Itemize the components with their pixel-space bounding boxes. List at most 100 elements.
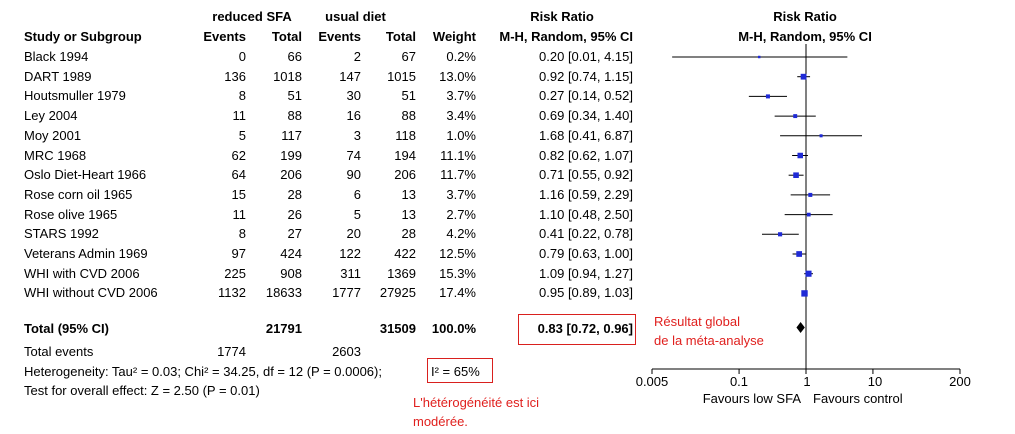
total2-cell: 67: [401, 49, 416, 64]
weight-cell: 11.1%: [440, 148, 476, 163]
total1-cell: 18633: [265, 285, 302, 300]
total-label: Total (95% CI): [24, 321, 109, 336]
total1-cell: 117: [281, 128, 302, 143]
total-ci-highlight: [518, 314, 636, 345]
weight-cell: 4.2%: [446, 226, 476, 241]
rr-ci-cell: 1.10 [0.48, 2.50]: [539, 207, 633, 222]
favours-left-label: Favours low SFA: [702, 391, 801, 406]
rr-ci-cell: 0.69 [0.34, 1.40]: [539, 108, 633, 123]
point-marker: [819, 134, 823, 138]
total2-cell: 206: [394, 167, 416, 182]
total1-cell: 66: [287, 49, 302, 64]
i2-value: I² = 65%: [431, 364, 480, 379]
events1-cell: 0: [238, 49, 246, 64]
point-marker: [757, 55, 761, 59]
total1-cell: 206: [280, 167, 302, 182]
point-marker: [805, 270, 812, 277]
col-rr: M-H, Random, 95% CI: [499, 29, 633, 44]
events1-cell: 15: [231, 187, 246, 202]
weight-cell: 3.7%: [446, 187, 476, 202]
group1-header: reduced SFA: [212, 9, 292, 24]
plot-title: Risk Ratio: [773, 9, 837, 24]
overall-effect: Test for overall effect: Z = 2.50 (P = 0…: [24, 383, 260, 398]
events2-cell: 1777: [332, 285, 361, 300]
tick-label-1: 1: [803, 374, 811, 389]
total2-cell: 194: [394, 148, 416, 163]
col-events2: Events: [318, 29, 361, 44]
total1-cell: 199: [280, 148, 302, 163]
events2-cell: 74: [346, 148, 361, 163]
rr-ci-cell: 0.27 [0.14, 0.52]: [539, 88, 633, 103]
total-events-label: Total events: [24, 344, 94, 359]
col-plot: M-H, Random, 95% CI: [738, 29, 872, 44]
events2-cell: 311: [340, 266, 361, 281]
total-t1: 21791: [265, 321, 302, 336]
point-marker: [800, 73, 807, 80]
total1-cell: 424: [280, 246, 302, 261]
point-marker: [793, 114, 798, 119]
weight-cell: 2.7%: [446, 207, 476, 222]
rr-title: Risk Ratio: [530, 9, 594, 24]
total1-cell: 28: [287, 187, 302, 202]
study-name: Oslo Diet-Heart 1966: [24, 167, 147, 182]
total1-cell: 26: [287, 207, 302, 222]
point-marker: [793, 172, 799, 178]
col-total2: Total: [385, 29, 416, 44]
weight-cell: 12.5%: [439, 246, 476, 261]
events1-cell: 8: [238, 88, 246, 103]
favours-right-label: Favours control: [813, 391, 903, 406]
events2-cell: 147: [339, 69, 361, 84]
total-t2: 31509: [379, 321, 416, 336]
rr-ci-cell: 0.41 [0.22, 0.78]: [539, 226, 633, 241]
study-name: WHI with CVD 2006: [24, 266, 140, 281]
point-marker: [797, 152, 803, 159]
weight-cell: 13.0%: [439, 69, 476, 84]
study-name: Ley 2004: [24, 108, 78, 123]
col-study: Study or Subgroup: [24, 29, 142, 44]
total-events-e1: 1774: [217, 344, 246, 359]
rr-ci-cell: 0.79 [0.63, 1.00]: [539, 246, 633, 261]
total-events-e2: 2603: [332, 344, 361, 359]
total1-cell: 908: [280, 266, 302, 281]
rr-ci-cell: 1.09 [0.94, 1.27]: [539, 266, 633, 281]
tick-label-10: 10: [867, 374, 883, 389]
col-total1: Total: [271, 29, 302, 44]
tick-label-0.005: 0.005: [635, 374, 669, 389]
i2-highlight: [427, 358, 493, 383]
total2-cell: 118: [395, 128, 416, 143]
study-name: Moy 2001: [24, 128, 82, 143]
total2-cell: 1369: [387, 266, 416, 281]
rr-ci-cell: 0.20 [0.01, 4.15]: [539, 49, 633, 64]
events1-cell: 225: [224, 266, 246, 281]
group2-header: usual diet: [325, 9, 386, 24]
weight-cell: 17.4%: [439, 285, 476, 300]
annotation-hetero-line2: modérée.: [413, 414, 468, 429]
events1-cell: 1132: [218, 285, 246, 300]
point-marker: [796, 251, 803, 257]
study-name: DART 1989: [24, 69, 92, 84]
weight-cell: 1.0%: [446, 128, 476, 143]
events2-cell: 5: [353, 207, 361, 222]
events2-cell: 2: [353, 49, 361, 64]
rr-ci-cell: 0.71 [0.55, 0.92]: [539, 167, 633, 182]
study-name: Rose olive 1965: [24, 207, 118, 222]
tick-label-200: 200: [949, 374, 971, 389]
weight-cell: 0.2%: [446, 49, 476, 64]
study-name: Black 1994: [24, 49, 89, 64]
heterogeneity-text: Heterogeneity: Tau² = 0.03; Chi² = 34.25…: [24, 364, 382, 379]
annotation-hetero-line1: L'hétérogénéité est ici: [413, 395, 540, 410]
events1-cell: 11: [232, 207, 247, 222]
col-events1: Events: [203, 29, 246, 44]
annotation-global-line1: Résultat global: [654, 314, 740, 329]
events1-cell: 97: [231, 246, 246, 261]
tick-label-0.1: 0.1: [729, 374, 749, 389]
study-name: Veterans Admin 1969: [24, 246, 148, 261]
rr-ci-cell: 0.95 [0.89, 1.03]: [539, 285, 633, 300]
rr-ci-cell: 1.16 [0.59, 2.29]: [539, 187, 633, 202]
point-marker: [808, 192, 813, 197]
total2-cell: 27925: [379, 285, 416, 300]
total1-cell: 27: [287, 226, 302, 241]
total1-cell: 88: [287, 108, 302, 123]
annotation-global-line2: de la méta-analyse: [654, 333, 764, 348]
